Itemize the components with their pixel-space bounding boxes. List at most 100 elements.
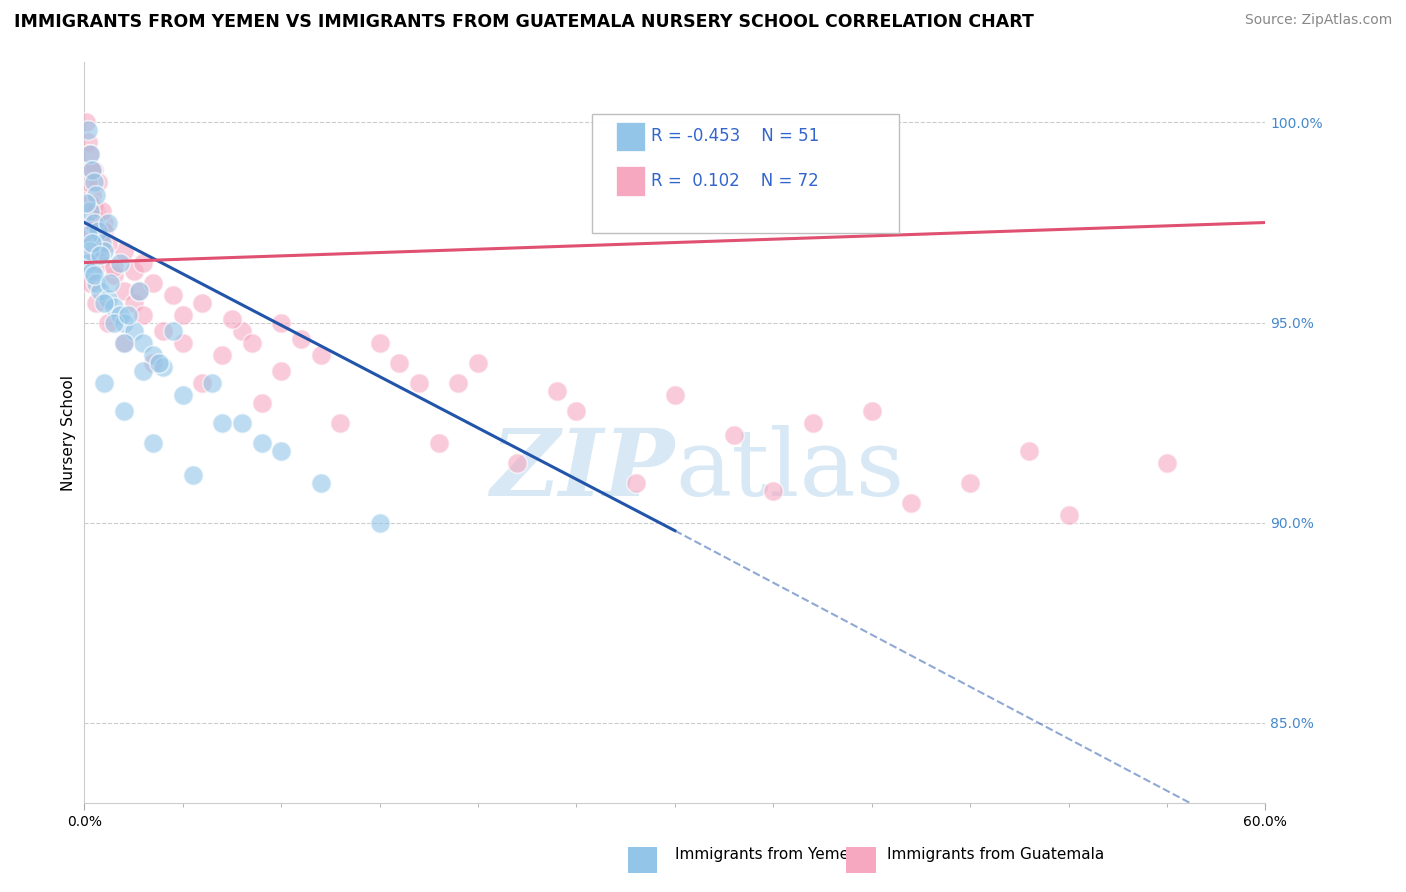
Point	[82, 235, 104, 250]
Bar	[627, 847, 657, 873]
Point	[172, 335, 194, 350]
Point	[142, 348, 165, 362]
Point	[467, 355, 489, 369]
Point	[309, 475, 332, 490]
Point	[84, 211, 107, 226]
Point	[132, 363, 155, 377]
Point	[181, 467, 204, 482]
Point	[329, 416, 352, 430]
Point	[723, 427, 745, 442]
Point	[83, 176, 105, 190]
Point	[82, 163, 104, 178]
Point	[82, 263, 104, 277]
Point	[1156, 456, 1178, 470]
Point	[506, 456, 529, 470]
Point	[93, 223, 115, 237]
Point	[132, 255, 155, 269]
Point	[270, 316, 292, 330]
Point	[172, 308, 194, 322]
Point	[84, 203, 107, 218]
Text: IMMIGRANTS FROM YEMEN VS IMMIGRANTS FROM GUATEMALA NURSERY SCHOOL CORRELATION CH: IMMIGRANTS FROM YEMEN VS IMMIGRANTS FROM…	[14, 13, 1033, 31]
Bar	[616, 166, 645, 195]
Point	[93, 244, 115, 258]
Bar	[616, 121, 645, 152]
Point	[270, 363, 292, 377]
Point	[89, 239, 111, 253]
Point	[162, 324, 184, 338]
Point	[89, 255, 111, 269]
Point	[201, 376, 224, 390]
Point	[1057, 508, 1080, 522]
Point	[83, 200, 105, 214]
Point	[172, 387, 194, 401]
Point	[97, 215, 120, 229]
Point	[77, 227, 100, 242]
Point	[112, 284, 135, 298]
Point	[112, 316, 135, 330]
Point	[87, 176, 110, 190]
Text: R =  0.102    N = 72: R = 0.102 N = 72	[651, 172, 820, 190]
Point	[97, 316, 120, 330]
Y-axis label: Nursery School: Nursery School	[60, 375, 76, 491]
Point	[427, 435, 450, 450]
Point	[103, 260, 125, 274]
Point	[250, 435, 273, 450]
Point	[77, 255, 100, 269]
Point	[408, 376, 430, 390]
Point	[112, 244, 135, 258]
Point	[148, 355, 170, 369]
Point	[250, 395, 273, 409]
Point	[546, 384, 568, 398]
Point	[91, 235, 114, 250]
Point	[801, 416, 824, 430]
Point	[79, 276, 101, 290]
Point	[84, 187, 107, 202]
Point	[75, 115, 97, 129]
Point	[368, 516, 391, 530]
Point	[79, 195, 101, 210]
Point	[98, 276, 121, 290]
Point	[122, 263, 145, 277]
Point	[231, 324, 253, 338]
Point	[79, 147, 101, 161]
Point	[368, 335, 391, 350]
Point	[93, 376, 115, 390]
Point	[152, 359, 174, 374]
Point	[762, 483, 785, 498]
Point	[82, 163, 104, 178]
Point	[142, 435, 165, 450]
Point	[77, 176, 100, 190]
Point	[112, 335, 135, 350]
Point	[162, 287, 184, 301]
Bar	[846, 847, 876, 873]
Point	[77, 123, 100, 137]
Point	[122, 324, 145, 338]
Point	[79, 203, 101, 218]
Point	[142, 276, 165, 290]
Point	[231, 416, 253, 430]
Point	[103, 268, 125, 282]
Point	[132, 335, 155, 350]
Point	[77, 227, 100, 242]
Point	[112, 335, 135, 350]
Point	[142, 355, 165, 369]
Point	[112, 403, 135, 417]
Point	[108, 308, 131, 322]
Text: R = -0.453    N = 51: R = -0.453 N = 51	[651, 128, 820, 145]
Point	[132, 308, 155, 322]
Point	[128, 284, 150, 298]
Point	[117, 308, 139, 322]
Point	[152, 324, 174, 338]
Point	[128, 284, 150, 298]
Point	[83, 268, 105, 282]
FancyBboxPatch shape	[592, 114, 900, 233]
Point	[79, 147, 101, 161]
Point	[77, 136, 100, 150]
Point	[83, 163, 105, 178]
Point	[84, 276, 107, 290]
Point	[860, 403, 883, 417]
Point	[959, 475, 981, 490]
Point	[82, 215, 104, 229]
Point	[97, 292, 120, 306]
Point	[211, 416, 233, 430]
